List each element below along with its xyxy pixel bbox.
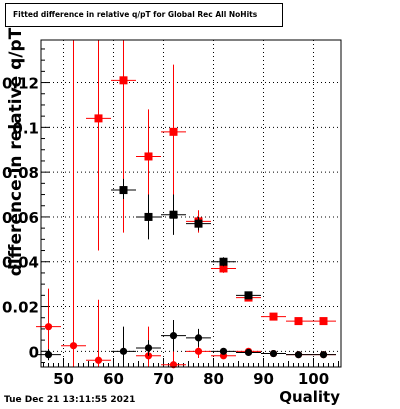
x-tick-label-0: 50	[53, 370, 74, 388]
x-axis-label: Quality	[279, 388, 340, 406]
series-0-point-2-marker	[94, 356, 103, 364]
series-3-point-0-marker	[119, 186, 128, 195]
timestamp: Tue Dec 21 13:11:55 2021	[4, 395, 136, 405]
series-2-point-9-marker	[319, 351, 328, 359]
x-tick-label-1: 60	[103, 370, 124, 388]
y-tick-label-1: 0.02	[2, 299, 39, 317]
series-2-point-8-marker	[294, 351, 303, 359]
y-tick-label-5: 0.1	[12, 119, 39, 137]
series-2-point-5-marker	[219, 347, 228, 355]
series-2-point-7-marker	[269, 349, 278, 358]
y-tick-label-4: 0.08	[2, 164, 39, 182]
x-tick-label-5: 100	[298, 370, 329, 388]
series-1-point-5-marker	[219, 264, 228, 273]
series-2-point-4-marker	[194, 334, 203, 342]
y-tick-label-6: 0.12	[2, 75, 39, 93]
series-1-point-7-marker	[269, 312, 278, 321]
series-3-point-1-marker	[144, 212, 153, 221]
series-3-point-3-marker	[194, 219, 203, 228]
x-tick-label-2: 70	[153, 370, 174, 388]
series-1-point-3-marker	[169, 127, 178, 136]
series-1-point-1-marker	[119, 76, 128, 85]
chart-title: Fitted difference in relative q/pT for G…	[13, 10, 258, 19]
y-axis-label: difference in relative q/pT	[6, 27, 26, 277]
series-0-point-5-marker	[194, 347, 203, 355]
x-tick-label-4: 90	[253, 370, 274, 388]
y-tick-label-3: 0.06	[2, 209, 39, 227]
y-tick-label-0: 0	[29, 343, 39, 361]
x-tick-label-3: 80	[203, 370, 224, 388]
series-0-point-1-marker	[69, 342, 78, 350]
y-tick-label-2: 0.04	[2, 254, 39, 272]
chart-title-box: Fitted difference in relative q/pT for G…	[5, 3, 283, 27]
series-3-point-4-marker	[219, 257, 228, 266]
series-0-point-0-marker	[44, 323, 53, 331]
series-2-point-0-marker	[44, 351, 53, 359]
series-1-point-8-marker	[294, 317, 303, 326]
series-1-point-9-marker	[319, 317, 328, 326]
series-2-point-3-marker	[169, 332, 178, 340]
plot-frame	[40, 39, 342, 368]
series-3-point-2-marker	[169, 210, 178, 219]
series-2-point-2-marker	[144, 344, 153, 352]
series-1-point-2-marker	[144, 152, 153, 161]
series-3-point-5-marker	[244, 291, 253, 300]
series-2-point-1-marker	[119, 347, 128, 355]
series-1-point-0-marker	[94, 114, 103, 123]
series-2-point-6-marker	[244, 348, 253, 357]
